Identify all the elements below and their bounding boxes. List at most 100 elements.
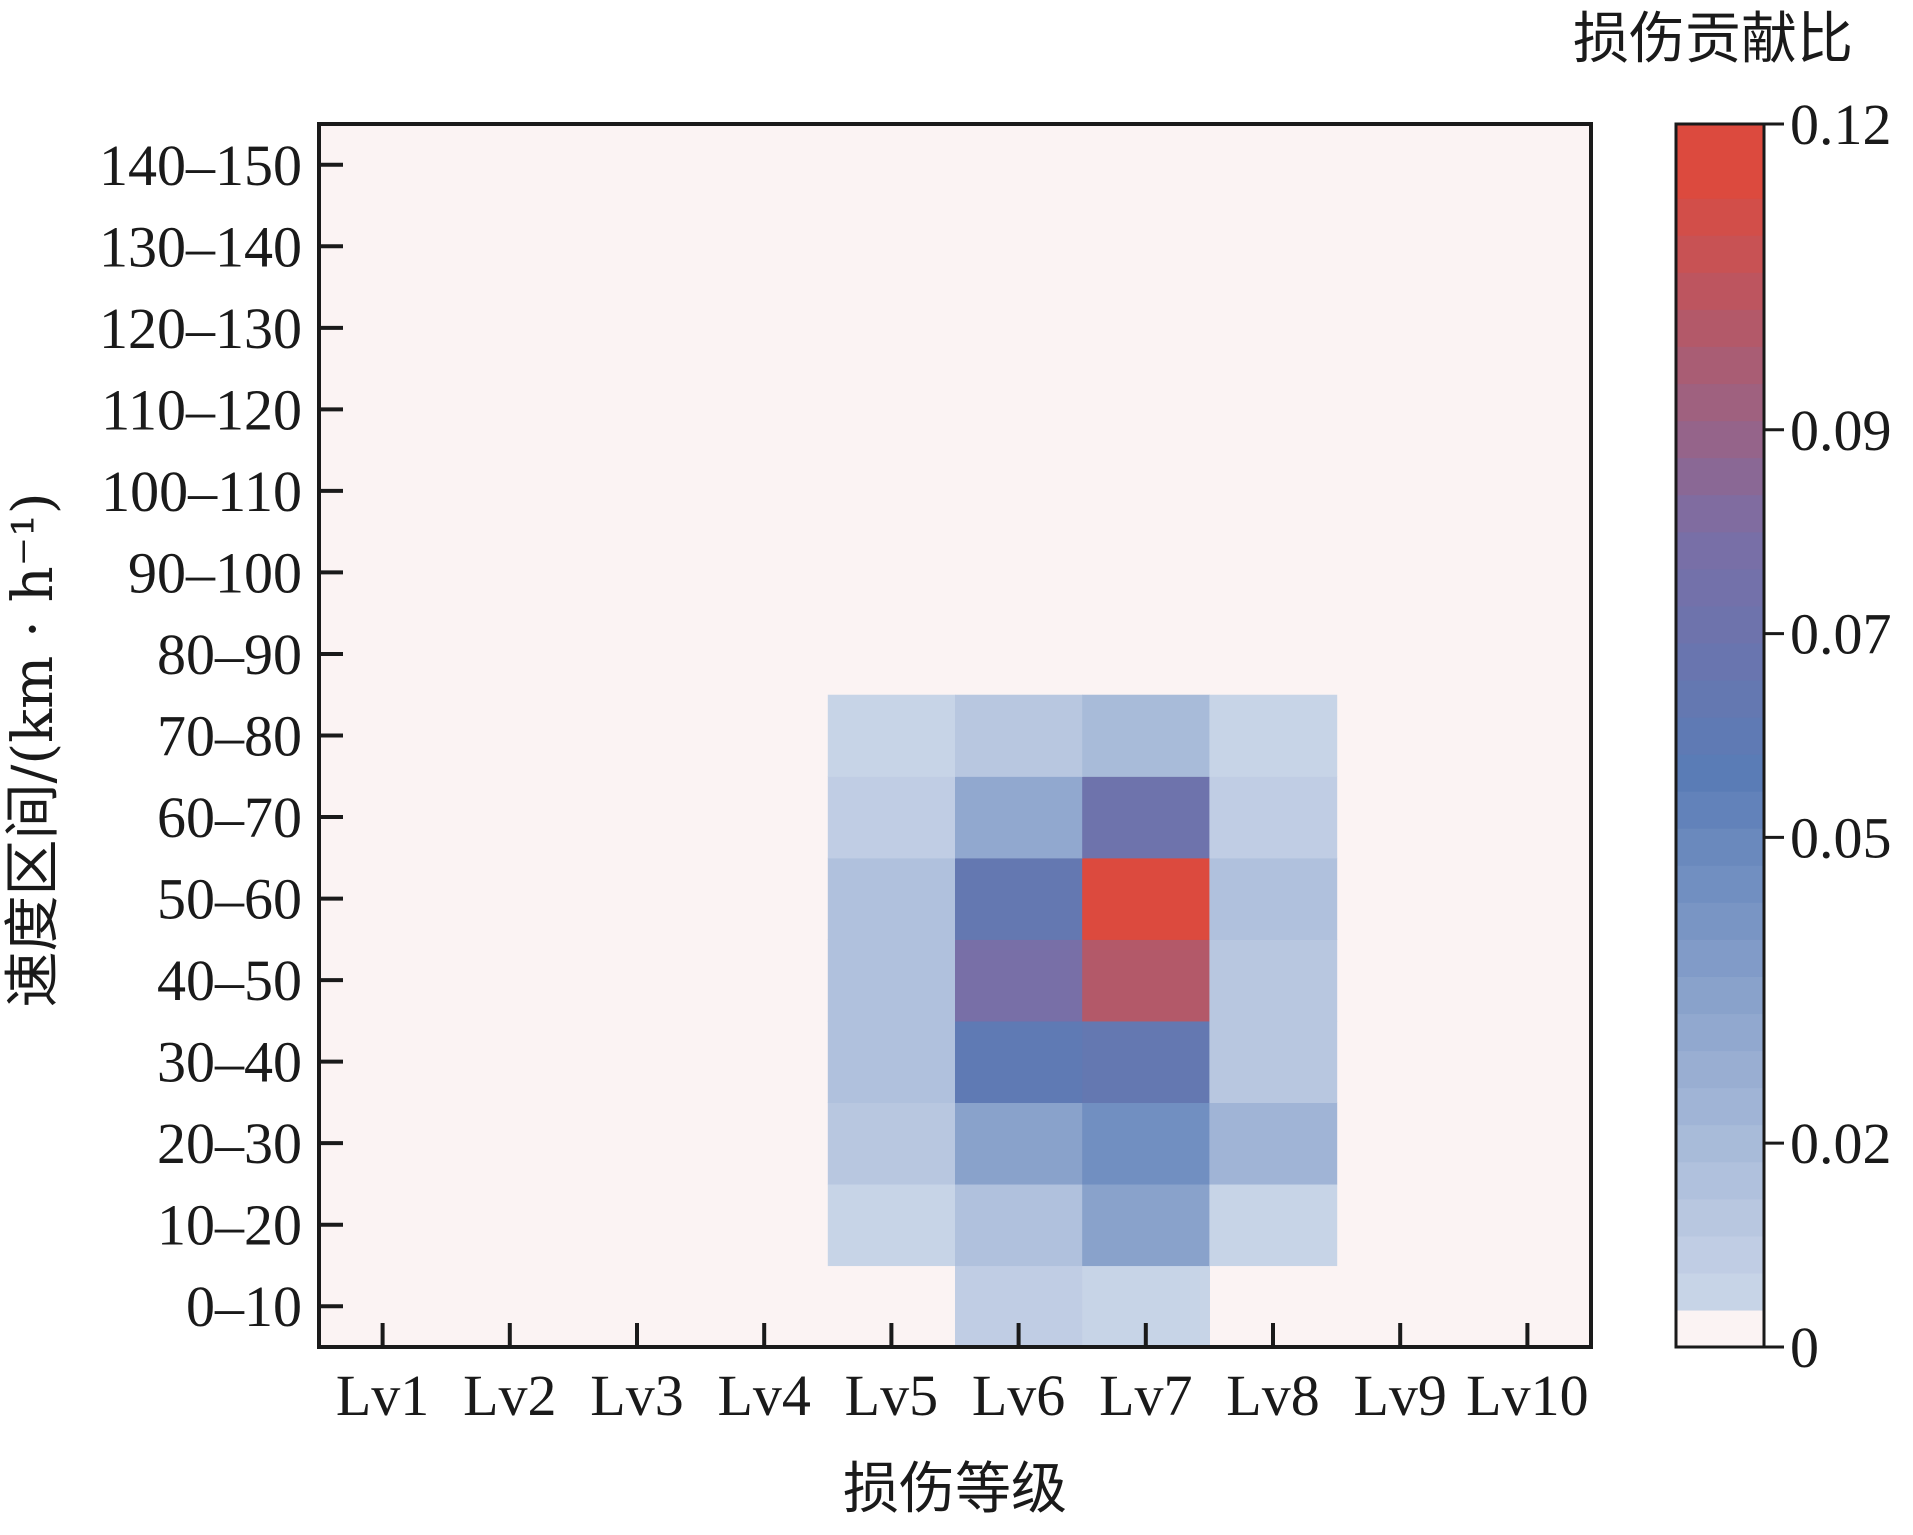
y-tick-label: 30–40 (157, 1030, 302, 1095)
heatmap-cell (827, 939, 956, 1022)
heatmap-cell (1209, 1102, 1338, 1185)
colorbar-band (1676, 161, 1764, 199)
heatmap-cell (955, 1020, 1083, 1103)
colorbar-band (1676, 865, 1764, 903)
colorbar-band (1676, 420, 1764, 459)
colorbar-band (1676, 642, 1764, 681)
x-tick-label: Lv5 (845, 1363, 938, 1428)
colorbar-band (1676, 791, 1764, 829)
x-tick-label: Lv9 (1353, 1363, 1446, 1428)
x-tick-label: Lv4 (717, 1363, 810, 1428)
heatmap-cell (1209, 1020, 1338, 1103)
x-tick-label: Lv1 (336, 1363, 429, 1428)
y-tick-label: 20–30 (157, 1111, 302, 1176)
y-axis-title: 速度区间/(km · h⁻¹) (1, 492, 66, 1007)
colorbar-band (1676, 1087, 1764, 1126)
x-tick-label: Lv2 (463, 1363, 556, 1428)
colorbar-band (1676, 383, 1764, 422)
colorbar-band (1676, 605, 1764, 644)
heatmap-cell (1209, 694, 1338, 777)
colorbar-band (1676, 902, 1764, 940)
colorbar-band (1676, 124, 1764, 162)
colorbar-tick-label: 0.07 (1790, 602, 1892, 667)
colorbar-band (1676, 1161, 1764, 1200)
colorbar-band (1676, 1198, 1764, 1237)
colorbar (1676, 124, 1764, 1348)
colorbar-band (1676, 828, 1764, 866)
colorbar-title: 损伤贡献比 (1573, 7, 1853, 72)
heatmap-cell (1082, 939, 1210, 1022)
y-tick-label: 130–140 (99, 214, 302, 279)
heatmap-cell (1209, 857, 1338, 940)
heatmap-cell (827, 857, 956, 940)
heatmap-cell (1082, 1183, 1210, 1267)
colorbar-band (1676, 679, 1764, 718)
x-tick-label: Lv8 (1226, 1363, 1319, 1428)
y-tick-label: 90–100 (128, 540, 302, 605)
x-axis: Lv1 Lv2 Lv3 Lv4 Lv5 Lv6 Lv7 Lv8 Lv9 Lv10 (336, 1323, 1589, 1428)
colorbar-band (1676, 1309, 1764, 1348)
y-tick-label: 60–70 (157, 785, 302, 850)
colorbar-band (1676, 1272, 1764, 1311)
y-tick-label: 70–80 (157, 704, 302, 769)
colorbar-tick-label: 0.12 (1790, 92, 1892, 157)
heatmap-cells (319, 124, 1591, 1348)
heatmap-cell (955, 1183, 1083, 1267)
colorbar-band (1676, 494, 1764, 533)
y-tick-label: 80–90 (157, 622, 302, 687)
heatmap-cell (955, 857, 1083, 940)
colorbar-band (1676, 1013, 1764, 1052)
colorbar-band (1676, 457, 1764, 496)
x-tick-label: Lv7 (1099, 1363, 1192, 1428)
colorbar-band (1676, 1050, 1764, 1089)
colorbar-band (1676, 346, 1764, 385)
x-axis-title: 损伤等级 (843, 1457, 1067, 1522)
heatmap-cell (955, 776, 1083, 859)
y-axis: 0–10 10–20 20–30 30–40 40–50 50–60 60–70 70–80 8… (99, 133, 343, 1339)
heatmap-cell (827, 1102, 956, 1185)
y-tick-label: 50–60 (157, 867, 302, 932)
heatmap-cell (827, 694, 956, 777)
x-tick-label: Lv6 (972, 1363, 1065, 1428)
y-tick-label: 10–20 (157, 1193, 302, 1258)
colorbar-ticks: 0 0.02 0.05 0.07 0.09 0.12 (1764, 92, 1892, 1380)
colorbar-frame (1674, 122, 1766, 1349)
colorbar-tick-label: 0.05 (1790, 805, 1892, 870)
colorbar-band (1676, 272, 1764, 310)
x-tick-label: Lv3 (590, 1363, 683, 1428)
colorbar-tick-label: 0.02 (1790, 1111, 1892, 1176)
colorbar-band (1676, 198, 1764, 236)
heatmap-cell (1082, 776, 1210, 859)
x-tick-label: Lv10 (1466, 1363, 1588, 1428)
colorbar-band (1676, 976, 1764, 1015)
colorbar-band (1676, 309, 1764, 347)
heatmap-cell (1082, 694, 1210, 777)
colorbar-band (1676, 1124, 1764, 1163)
heatmap-cell (1082, 1020, 1210, 1103)
y-tick-label: 100–110 (101, 459, 302, 524)
y-tick-label: 110–120 (101, 377, 302, 442)
heatmap-cell (1082, 1102, 1210, 1185)
colorbar-band (1676, 568, 1764, 607)
heatmap-cell (1209, 939, 1338, 1022)
heatmap-cell (827, 1020, 956, 1103)
heatmap-cell (955, 694, 1083, 777)
colorbar-band (1676, 531, 1764, 570)
heatmap-cell (1209, 776, 1338, 859)
colorbar-band (1676, 1235, 1764, 1274)
heatmap-cell (1209, 1183, 1338, 1267)
y-tick-label: 0–10 (186, 1274, 302, 1339)
heatmap-cell (955, 1102, 1083, 1185)
y-tick-label: 120–130 (99, 296, 302, 361)
colorbar-band (1676, 235, 1764, 273)
colorbar-band (1676, 716, 1764, 755)
heatmap-cell (827, 1183, 956, 1267)
colorbar-tick-label: 0.09 (1790, 398, 1892, 463)
heatmap-cell (1082, 857, 1210, 940)
heatmap-cell (827, 776, 956, 859)
colorbar-tick-label: 0 (1790, 1315, 1819, 1380)
colorbar-band (1676, 939, 1764, 977)
y-tick-label: 40–50 (157, 948, 302, 1013)
colorbar-band (1676, 754, 1764, 792)
